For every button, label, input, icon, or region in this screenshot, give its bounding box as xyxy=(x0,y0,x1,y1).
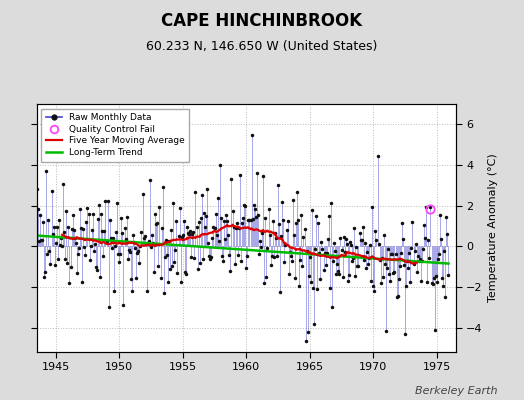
Text: 60.233 N, 146.650 W (United States): 60.233 N, 146.650 W (United States) xyxy=(146,40,378,53)
Text: CAPE HINCHINBROOK: CAPE HINCHINBROOK xyxy=(161,12,363,30)
Y-axis label: Temperature Anomaly (°C): Temperature Anomaly (°C) xyxy=(488,154,498,302)
Text: Berkeley Earth: Berkeley Earth xyxy=(416,386,498,396)
Legend: Raw Monthly Data, Quality Control Fail, Five Year Moving Average, Long-Term Tren: Raw Monthly Data, Quality Control Fail, … xyxy=(41,108,190,162)
